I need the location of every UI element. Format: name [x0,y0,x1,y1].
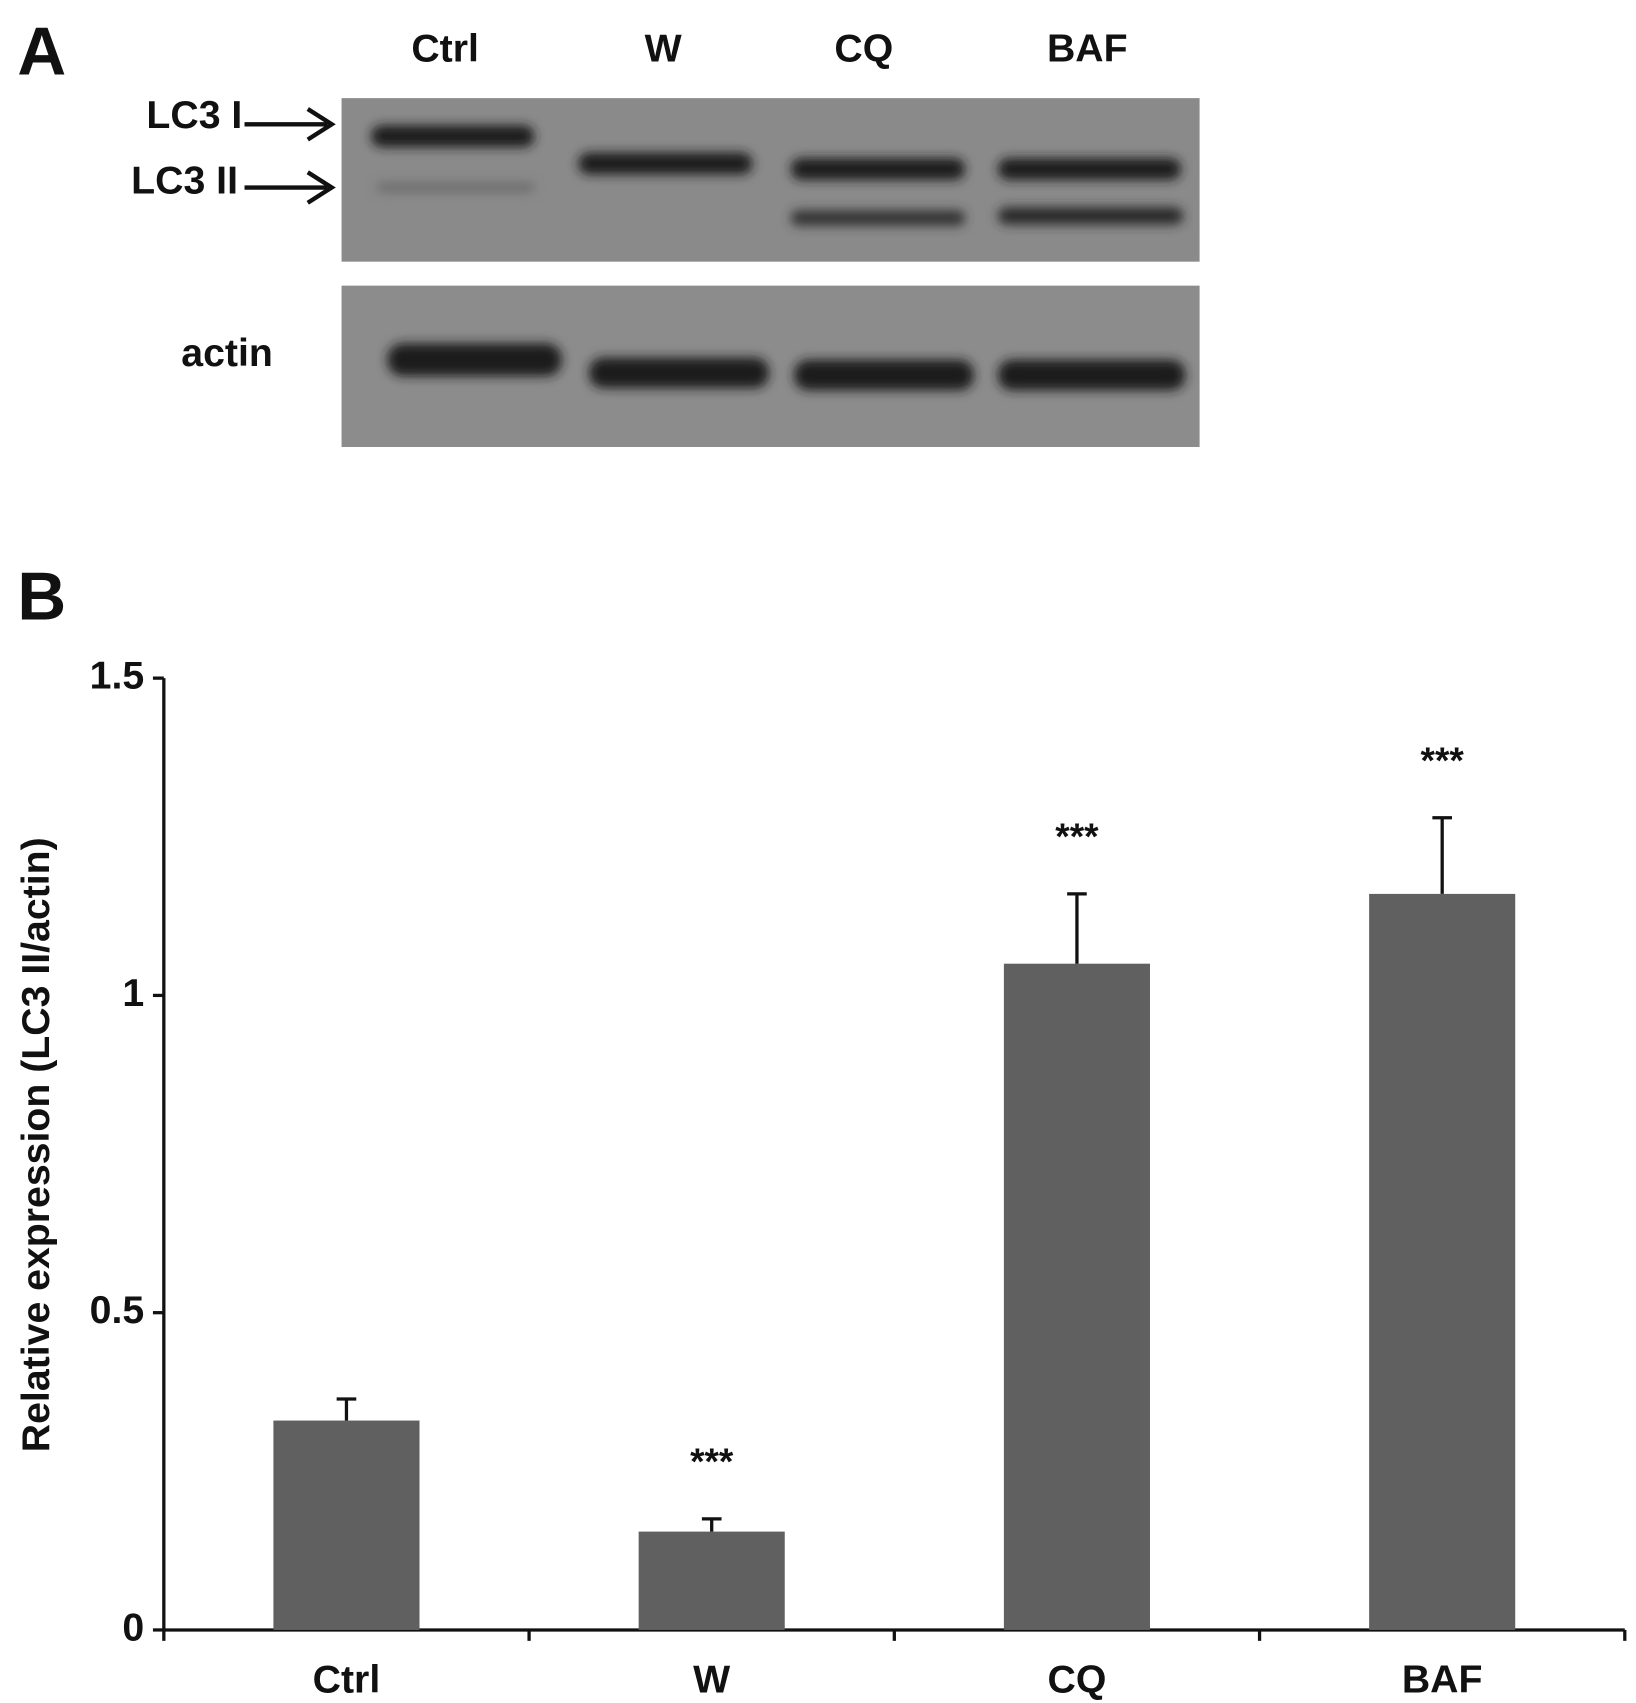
bar [1003,963,1150,1630]
y-tick-label: 1 [122,971,144,1015]
x-tick-label: BAF [1402,1658,1483,1702]
blot-bands [370,125,1184,226]
bar [638,1531,785,1630]
arrows [244,107,336,205]
lane-label: W [645,27,682,71]
y-tick-label: 0 [122,1605,144,1649]
band-label: LC3 II [131,159,238,203]
loading-label: actin [181,331,273,375]
actin-bands [387,343,1186,391]
y-tick-label: 1.5 [90,654,145,698]
error-bar [1432,816,1452,894]
significance-label: *** [1421,739,1465,781]
error-bar [701,1517,722,1532]
x-tick-label: CQ [1048,1658,1107,1702]
bar [273,1420,420,1630]
y-tick-label: 0.5 [90,1288,145,1332]
x-tick-label: W [693,1658,730,1702]
error-bar [1067,892,1087,964]
significance-label: *** [1055,815,1099,857]
band-label: LC3 I [146,93,242,137]
panel-label: B [17,560,66,635]
bar [1369,893,1516,1630]
error-bar [336,1397,357,1421]
lane-label: BAF [1047,27,1128,71]
x-tick-label: Ctrl [313,1658,381,1702]
lane-label: CQ [834,27,893,71]
lane-label: Ctrl [411,27,479,71]
panel-label: A [17,15,66,90]
significance-label: *** [690,1440,734,1482]
y-axis-title: Relative expression (LC3 II/actin) [14,837,58,1452]
plot: 0 0.5 1 1.5 Ctrl W *** CQ *** BAF *** [90,654,1627,1702]
